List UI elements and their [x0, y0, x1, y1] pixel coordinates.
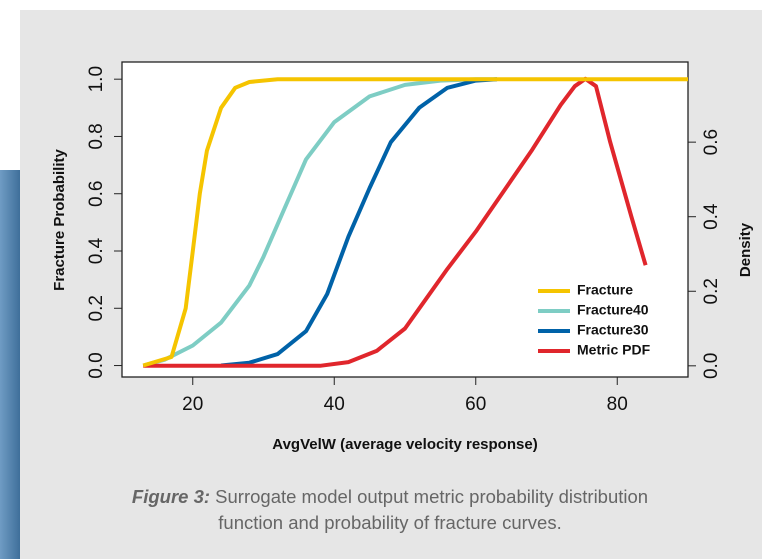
caption: Figure 3: Surrogate model output metric …	[110, 484, 670, 536]
y2-axis-title: Density	[737, 222, 754, 277]
y2-tick-label: 0.4	[701, 203, 722, 230]
series-line	[142, 77, 497, 368]
series-line	[142, 77, 688, 368]
caption-text: Surrogate model output metric probabilit…	[215, 486, 649, 533]
y-tick-label: 0.6	[86, 181, 107, 207]
x-tick-label: 80	[607, 394, 628, 415]
y-tick-label: 0.2	[86, 295, 107, 321]
caption-label: Figure 3:	[131, 486, 211, 507]
y-tick-label: 1.0	[86, 66, 107, 92]
legend-label: Fracture	[577, 282, 633, 298]
x-axis-title: AvgVelW (average velocity response)	[272, 436, 537, 453]
x-tick-label: 60	[465, 394, 486, 415]
legend-label: Fracture30	[577, 322, 649, 338]
legend-label: Metric PDF	[577, 342, 651, 358]
side-image	[0, 170, 20, 559]
x-tick-label: 40	[324, 394, 345, 415]
x-tick-label: 20	[182, 394, 203, 415]
series-line	[143, 76, 648, 368]
y-tick-label: 0.4	[86, 237, 107, 264]
y-axis-title: Fracture Probability	[51, 148, 68, 290]
series-line	[220, 77, 498, 368]
y-tick-label: 0.0	[86, 352, 107, 378]
y2-tick-label: 0.2	[701, 278, 722, 304]
legend-label: Fracture40	[577, 302, 649, 318]
y2-tick-label: 0.0	[701, 353, 722, 379]
y-tick-label: 0.8	[86, 123, 107, 149]
y2-tick-label: 0.6	[701, 129, 722, 155]
